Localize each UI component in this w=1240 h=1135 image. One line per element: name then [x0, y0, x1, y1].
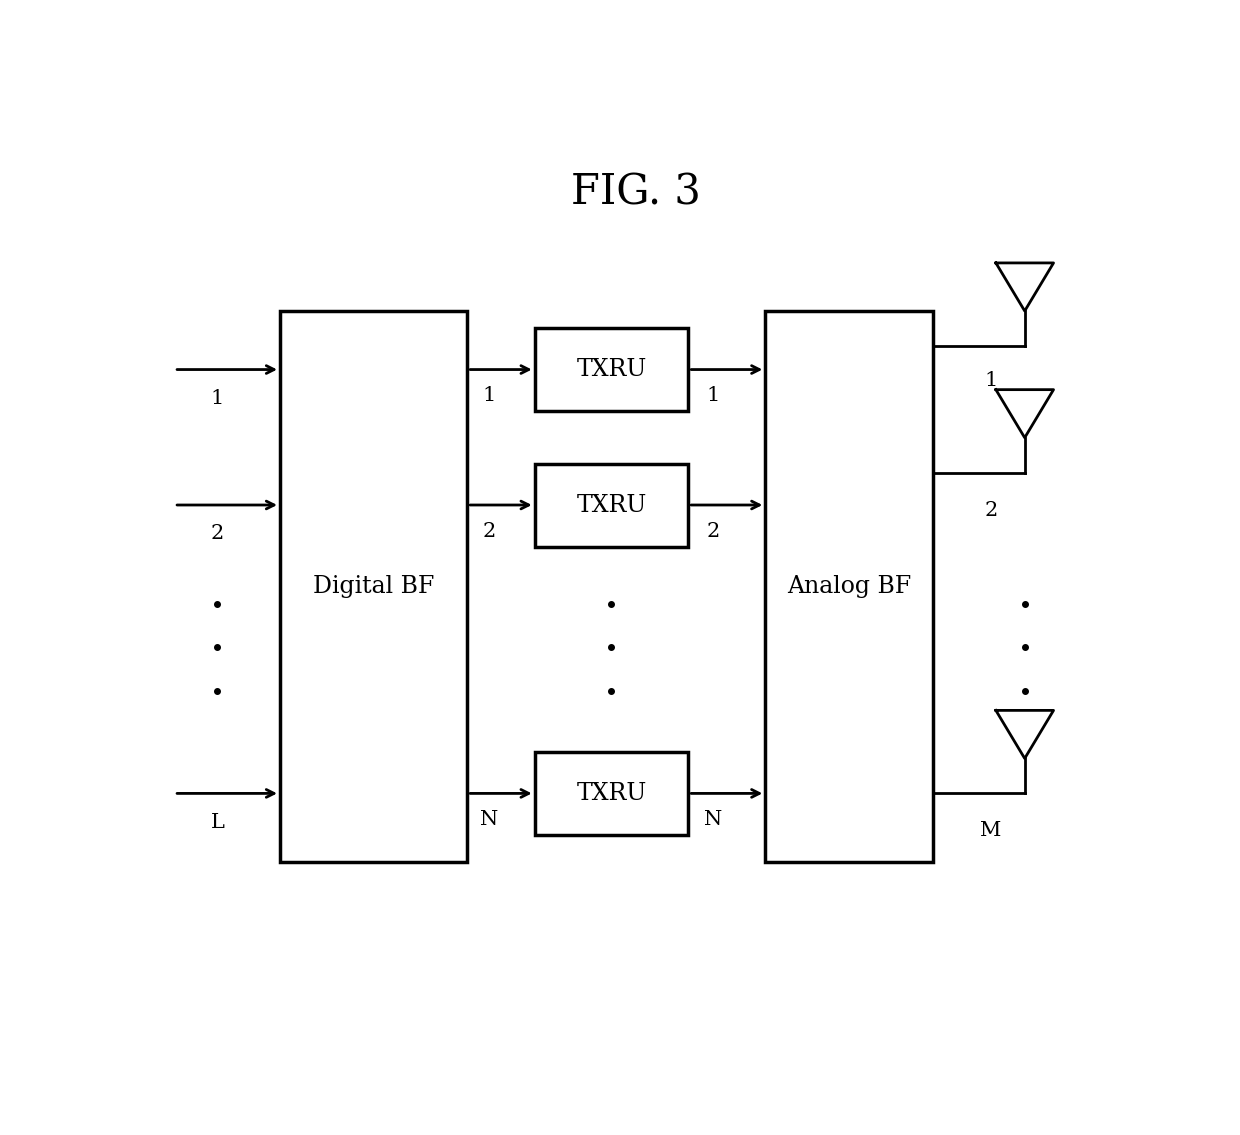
Text: 2: 2	[482, 522, 496, 540]
Text: M: M	[981, 822, 1002, 841]
Text: TXRU: TXRU	[577, 494, 646, 516]
Text: 1: 1	[211, 389, 224, 407]
Text: N: N	[480, 810, 498, 830]
Text: TXRU: TXRU	[577, 359, 646, 381]
Text: 1: 1	[482, 386, 496, 405]
Text: FIG. 3: FIG. 3	[570, 171, 701, 213]
Text: 2: 2	[707, 522, 720, 540]
Text: N: N	[704, 810, 723, 830]
Text: 1: 1	[985, 371, 998, 390]
Text: 1: 1	[707, 386, 720, 405]
Text: 2: 2	[211, 524, 224, 544]
Text: L: L	[211, 813, 224, 832]
Text: Digital BF: Digital BF	[312, 574, 434, 598]
Text: 2: 2	[985, 501, 998, 520]
Bar	[280, 311, 467, 861]
Bar	[534, 464, 688, 547]
Bar	[534, 753, 688, 835]
Text: Analog BF: Analog BF	[787, 574, 911, 598]
Bar	[534, 328, 688, 412]
Text: TXRU: TXRU	[577, 782, 646, 806]
Bar	[765, 311, 934, 861]
